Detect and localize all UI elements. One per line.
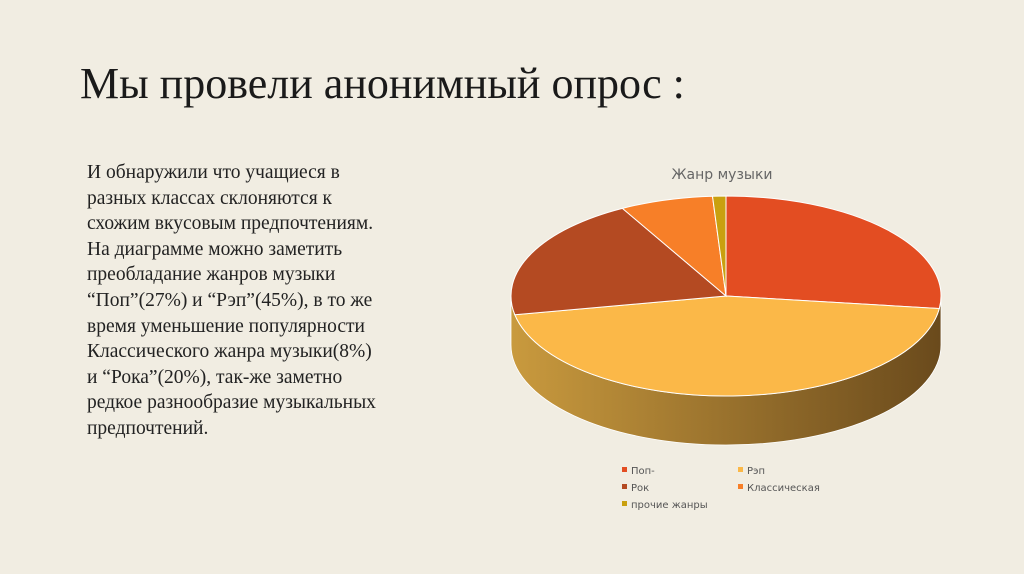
legend-swatch — [622, 484, 627, 489]
body-line: И обнаружили что учащиеся в — [87, 162, 340, 183]
body-line: преобладание жанров музыки — [87, 264, 336, 286]
body-line: и “Рока”(20%), так-же заметно — [87, 366, 343, 388]
legend-label: Рэп — [747, 466, 765, 477]
pie-slice-2 — [510, 207, 728, 316]
legend-label: прочие жанры — [631, 500, 708, 511]
body-line: На диаграмме можно заметить — [87, 238, 343, 260]
pie-slice-0 — [725, 195, 942, 310]
legend-swatch — [622, 467, 627, 472]
legend-swatch — [622, 501, 627, 506]
legend-label: Классическая — [747, 483, 820, 494]
body-line: Классического жанра музыки(8%) — [87, 341, 372, 363]
body-line: предпочтений. — [87, 417, 209, 439]
slide-title: Мы провели анонимный опрос : — [80, 59, 685, 108]
pie-slice-4 — [711, 195, 727, 297]
legend-label: Поп- — [631, 466, 655, 477]
legend-swatch — [738, 484, 743, 489]
legend-label: Рок — [631, 483, 649, 494]
body-line: “Поп”(27%) и “Рэп”(45%), в то же — [87, 289, 373, 311]
legend-swatch — [738, 467, 743, 472]
body-line: редкое разнообразие музыкальных — [87, 392, 376, 414]
slide-body-text: И обнаружили что учащиеся в разных класса… — [87, 160, 376, 442]
pie-slice-1 — [514, 295, 940, 397]
body-line: схожим вкусовым предпочтениям. — [87, 213, 374, 235]
body-line: время уменьшение популярности — [87, 315, 365, 337]
body-line: разных классах склоняются к — [87, 187, 333, 209]
chart-title: Жанр музыки — [671, 167, 772, 183]
